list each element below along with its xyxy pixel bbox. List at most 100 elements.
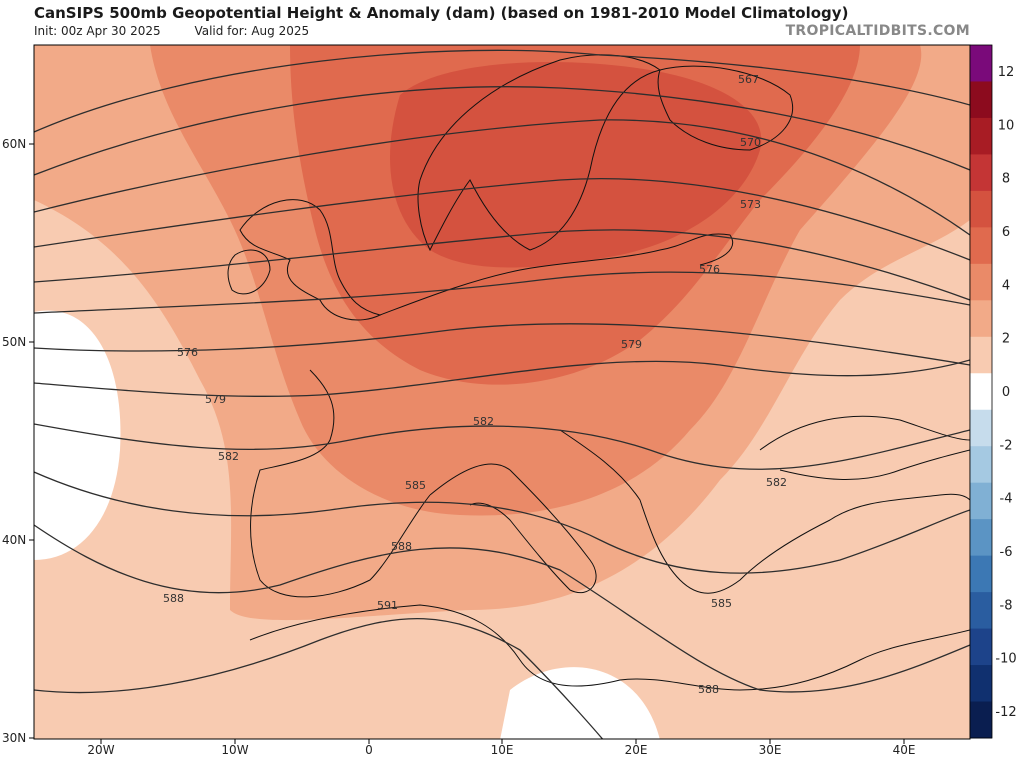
lon-label: 0 <box>365 743 373 757</box>
colorbar-frame <box>969 44 993 739</box>
colorbar-label: 12 <box>998 65 1015 80</box>
lon-label: 30E <box>759 743 782 757</box>
contour-label: 585 <box>711 597 732 610</box>
contour-label: 567 <box>738 73 759 86</box>
lon-label: 20E <box>625 743 648 757</box>
anomaly-fill <box>34 45 970 739</box>
colorbar-label: -12 <box>995 705 1016 720</box>
colorbar-segment <box>970 190 992 228</box>
contour-label: 570 <box>740 136 761 149</box>
contour-570 <box>34 86 970 176</box>
colorbar-label: -10 <box>995 652 1016 667</box>
colorbar-segment <box>970 592 992 630</box>
contour-591 <box>34 617 604 739</box>
lat-label: 50N <box>2 335 26 349</box>
coastlines <box>227 54 970 691</box>
colorbar-segment <box>970 665 992 703</box>
colorbar-labels: 12 10 8 6 4 2 0 -2 -4 -6 -8 -10 -12 <box>995 65 1016 720</box>
contour-label: 585 <box>405 479 426 492</box>
zero-anomaly-atlantic <box>34 310 121 560</box>
contour-label: 573 <box>740 198 761 211</box>
contour-573-b <box>34 178 970 261</box>
colorbar-label: -2 <box>1000 438 1013 453</box>
colorbar-segment <box>970 519 992 557</box>
coast-scandinavia <box>417 54 662 252</box>
colorbar-segment <box>970 482 992 520</box>
lat-label: 60N <box>2 137 26 151</box>
contour-579-b <box>34 359 970 397</box>
colorbar-label: 4 <box>1002 278 1010 293</box>
colorbar-label: -6 <box>1000 545 1013 560</box>
lat-label: 30N <box>2 731 26 745</box>
longitude-axis: 20W 10W 0 10E 20E 30E 40E <box>87 739 915 757</box>
contour-576-a <box>34 229 970 301</box>
colorbar-segment <box>970 300 992 338</box>
contour-label: 579 <box>621 338 642 351</box>
colorbar-label: -8 <box>1000 598 1013 613</box>
colorbar-segment <box>970 117 992 155</box>
colorbar-segment <box>970 336 992 374</box>
contour-573-a <box>34 119 970 236</box>
colorbar-segment <box>970 81 992 119</box>
coast-north-africa <box>249 604 970 691</box>
colorbar-segment <box>970 263 992 301</box>
contour-label: 579 <box>205 393 226 406</box>
lat-label: 40N <box>2 533 26 547</box>
anomaly-band-8-10 <box>390 62 762 268</box>
colorbar-segment <box>970 446 992 484</box>
latitude-axis: 60N 50N 40N 30N <box>2 137 34 745</box>
coast-ireland <box>227 249 271 295</box>
valid-time: Valid for: Aug 2025 <box>194 24 310 38</box>
contour-label: 582 <box>218 450 239 463</box>
contour-labels: 567 570 573 576 576 579 579 582 582 582 … <box>163 73 787 696</box>
contour-567 <box>34 49 970 133</box>
coast-iberia <box>250 369 431 598</box>
subtitle-row: Init: 00z Apr 30 2025 Valid for: Aug 202… <box>34 24 848 39</box>
init-time: Init: 00z Apr 30 2025 <box>34 24 161 38</box>
contour-label: 588 <box>698 683 719 696</box>
site-watermark: TROPICALTIDBITS.COM <box>785 23 970 39</box>
colorbar-segments <box>970 45 992 739</box>
colorbar-segment <box>970 373 992 411</box>
zero-anomaly-africa <box>500 667 660 739</box>
contour-label: 576 <box>177 346 198 359</box>
coast-balkans <box>559 429 970 594</box>
colorbar-label: 6 <box>1002 225 1010 240</box>
colorbar-segment <box>970 555 992 593</box>
colorbar-label: -4 <box>1000 492 1013 507</box>
contour-576-b <box>34 271 970 314</box>
coast-finland <box>657 65 794 151</box>
contour-585 <box>34 471 970 574</box>
lon-label: 40E <box>893 743 916 757</box>
colorbar-label: 8 <box>1002 172 1010 187</box>
colorbar-segment <box>970 227 992 265</box>
coast-black-sea-north <box>759 415 970 451</box>
lon-label: 10E <box>491 743 514 757</box>
coast-italy <box>429 463 597 594</box>
contour-label: 576 <box>699 263 720 276</box>
lon-label: 20W <box>87 743 114 757</box>
height-contours <box>34 49 970 739</box>
colorbar-segment <box>970 154 992 192</box>
coast-black-sea-south <box>779 449 970 480</box>
colorbar-label: 2 <box>1002 332 1010 347</box>
contour-label: 591 <box>377 599 398 612</box>
colorbar-label: 0 <box>1002 385 1010 400</box>
colorbar-segment <box>970 628 992 666</box>
colorbar-segment <box>970 45 992 82</box>
contour-label: 582 <box>473 415 494 428</box>
contour-label: 588 <box>391 540 412 553</box>
colorbar-segment <box>970 409 992 447</box>
map-title: CanSIPS 500mb Geopotential Height & Anom… <box>34 4 849 22</box>
colorbar-label: 10 <box>998 118 1015 133</box>
coast-britain <box>239 199 382 321</box>
contour-582 <box>34 423 970 470</box>
contour-588 <box>34 524 970 693</box>
lon-label: 10W <box>221 743 248 757</box>
contour-label: 588 <box>163 592 184 605</box>
colorbar: 12 10 8 6 4 2 0 -2 -4 -6 -8 -10 -12 <box>969 44 1017 739</box>
title-block: CanSIPS 500mb Geopotential Height & Anom… <box>34 4 848 39</box>
colorbar-segment <box>970 701 992 739</box>
contour-label: 582 <box>766 476 787 489</box>
